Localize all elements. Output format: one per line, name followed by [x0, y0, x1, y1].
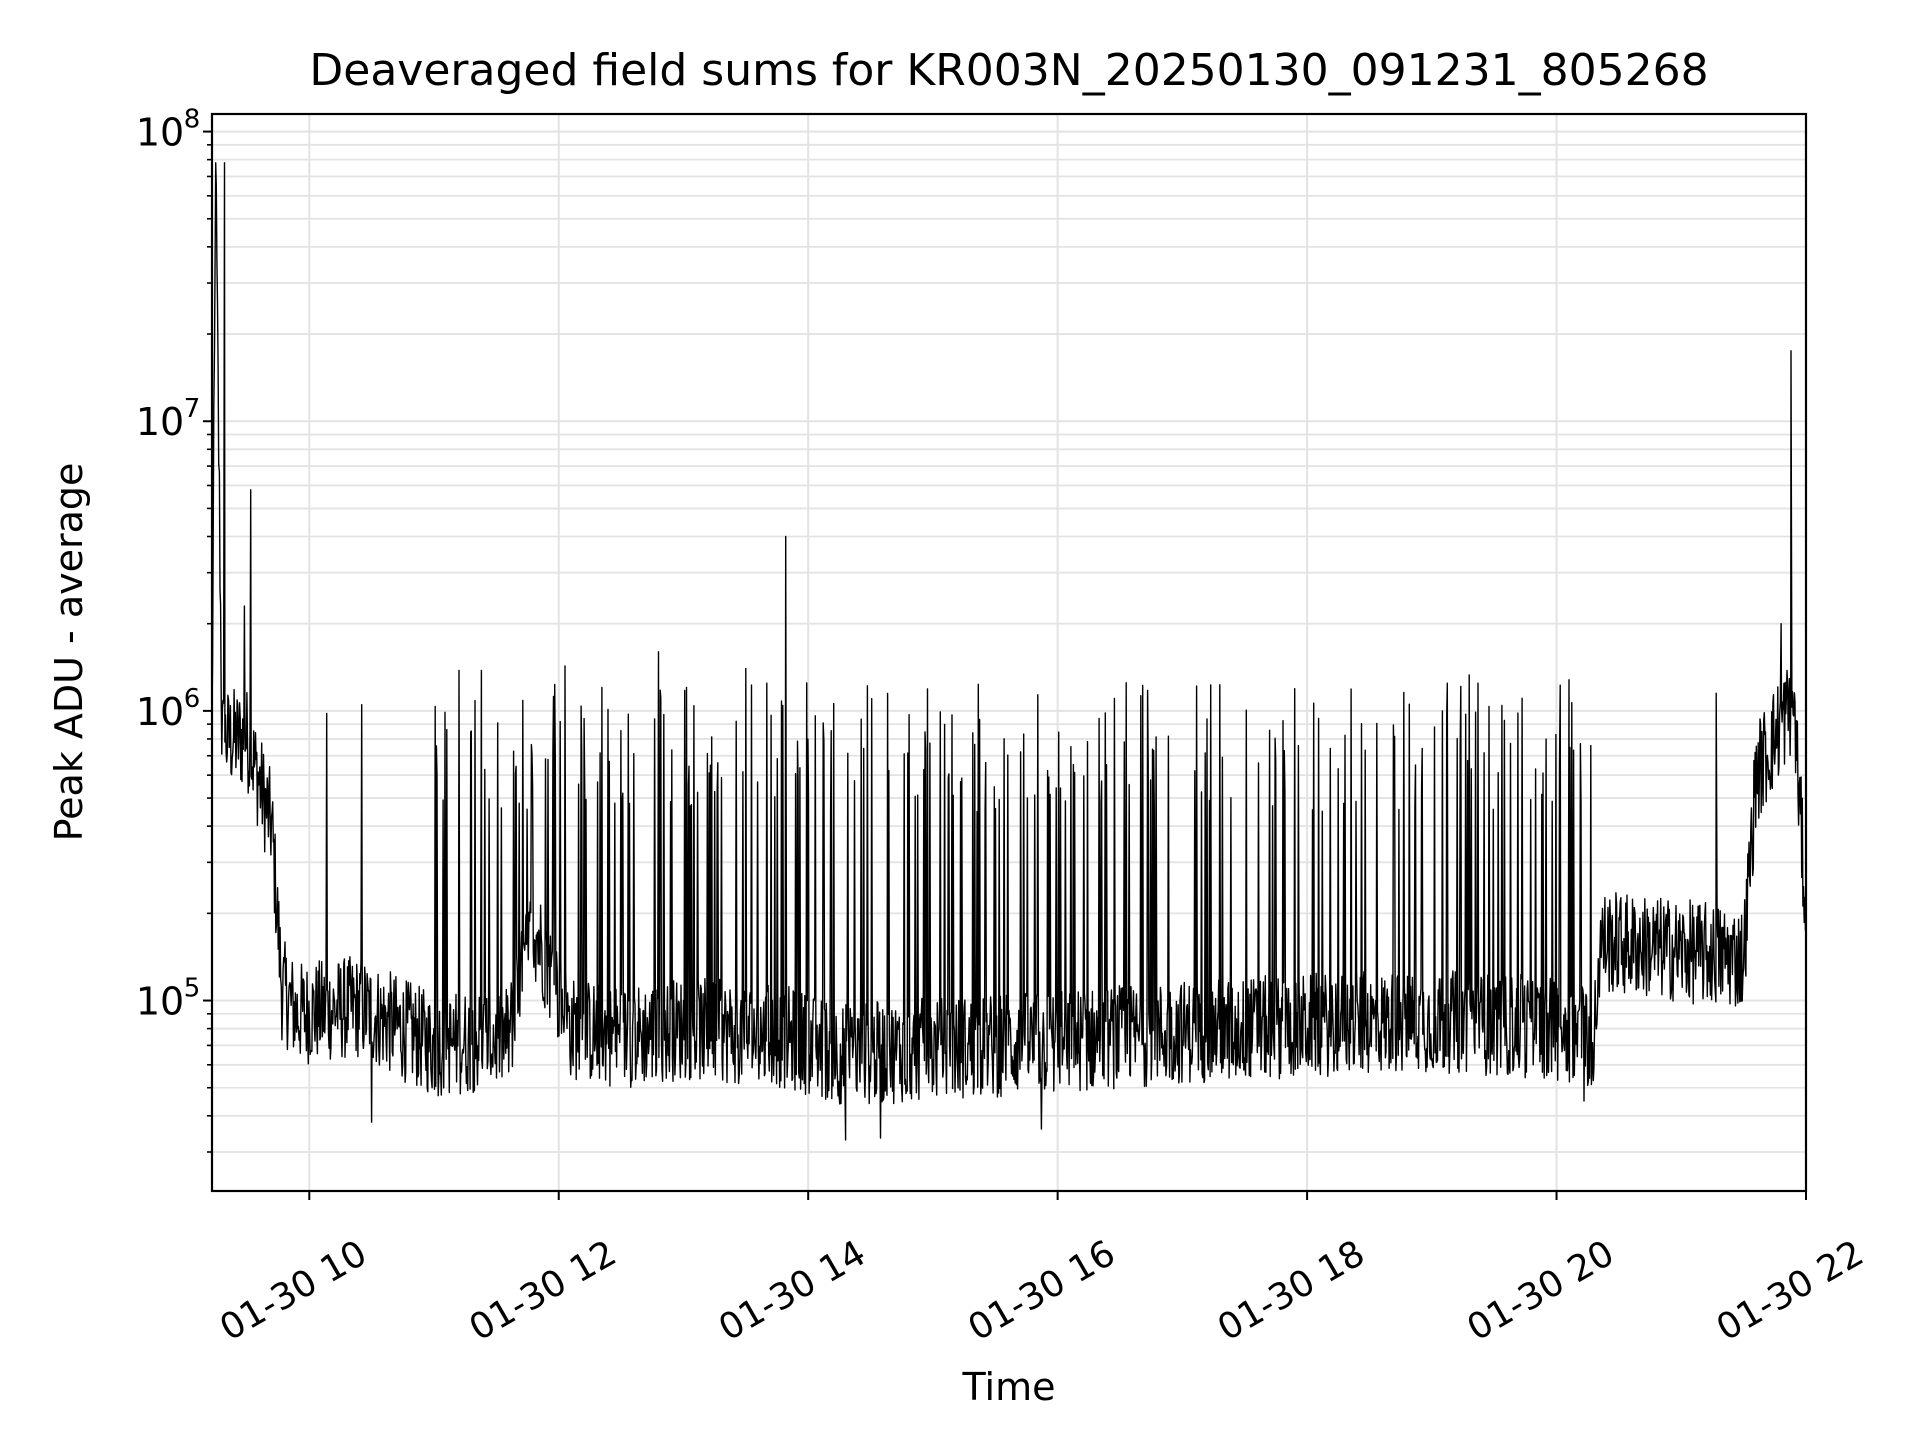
x-axis-label: Time: [962, 1365, 1056, 1409]
y-tick-exponent: 8: [184, 105, 201, 135]
y-tick-exponent: 7: [184, 394, 201, 424]
chart-title: Deaveraged field sums for KR003N_2025013…: [309, 45, 1708, 96]
y-tick-label: 10: [136, 690, 184, 734]
y-tick-label: 10: [136, 980, 184, 1024]
data-line: [211, 162, 1807, 1141]
data-series: [211, 162, 1807, 1141]
y-axis-label: Peak ADU - average: [47, 463, 91, 842]
y-tick-label: 10: [136, 400, 184, 444]
y-tick-exponent: 5: [184, 974, 201, 1004]
y-tick-exponent: 6: [184, 684, 201, 714]
plot-area-frame: [210, 112, 1808, 1193]
y-tick-label: 10: [136, 111, 184, 155]
